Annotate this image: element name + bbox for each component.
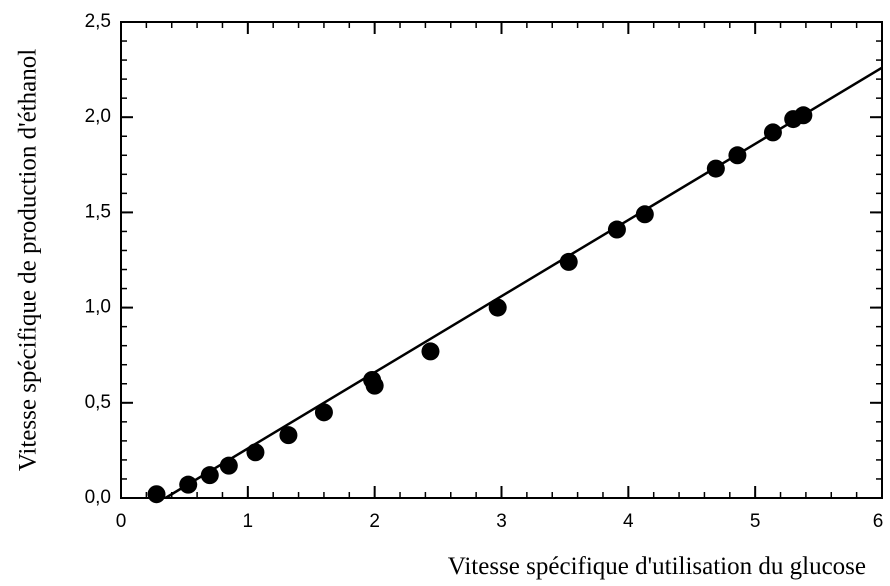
- data-point: [635, 205, 654, 224]
- x-tick-label: 2: [369, 511, 380, 532]
- data-point: [421, 342, 440, 361]
- y-tick-label: 1,0: [85, 297, 111, 318]
- y-tick-label: 1,5: [85, 201, 111, 222]
- y-axis-title: Vitesse spécifique de production d'éthan…: [15, 49, 42, 471]
- x-tick-label: 1: [243, 511, 254, 532]
- x-tick-label: 5: [750, 511, 761, 532]
- data-point: [279, 426, 298, 445]
- x-tick-label: 6: [873, 511, 884, 532]
- y-tick-label: 2,0: [85, 106, 111, 127]
- data-point: [200, 466, 219, 485]
- data-point: [728, 146, 747, 165]
- plot-frame: [120, 21, 883, 499]
- data-point: [794, 106, 813, 125]
- x-axis-title: Vitesse spécifique d'utilisation du gluc…: [448, 553, 866, 580]
- y-tick-label: 0,0: [85, 487, 111, 508]
- data-point: [147, 485, 166, 504]
- fit-line: [164, 66, 883, 500]
- data-point: [488, 298, 507, 317]
- data-point: [246, 443, 265, 462]
- y-tick-label: 0,5: [85, 392, 111, 413]
- data-point: [559, 252, 578, 271]
- data-point: [219, 456, 238, 475]
- data-point: [607, 220, 626, 239]
- data-point: [365, 376, 384, 395]
- data-point: [706, 159, 725, 178]
- x-tick-label: 4: [623, 511, 634, 532]
- x-tick-label: 3: [496, 511, 507, 532]
- data-point: [314, 403, 333, 422]
- y-tick-label: 2,5: [85, 11, 111, 32]
- data-point: [179, 475, 198, 494]
- data-point: [763, 123, 782, 142]
- x-tick-label: 0: [116, 511, 127, 532]
